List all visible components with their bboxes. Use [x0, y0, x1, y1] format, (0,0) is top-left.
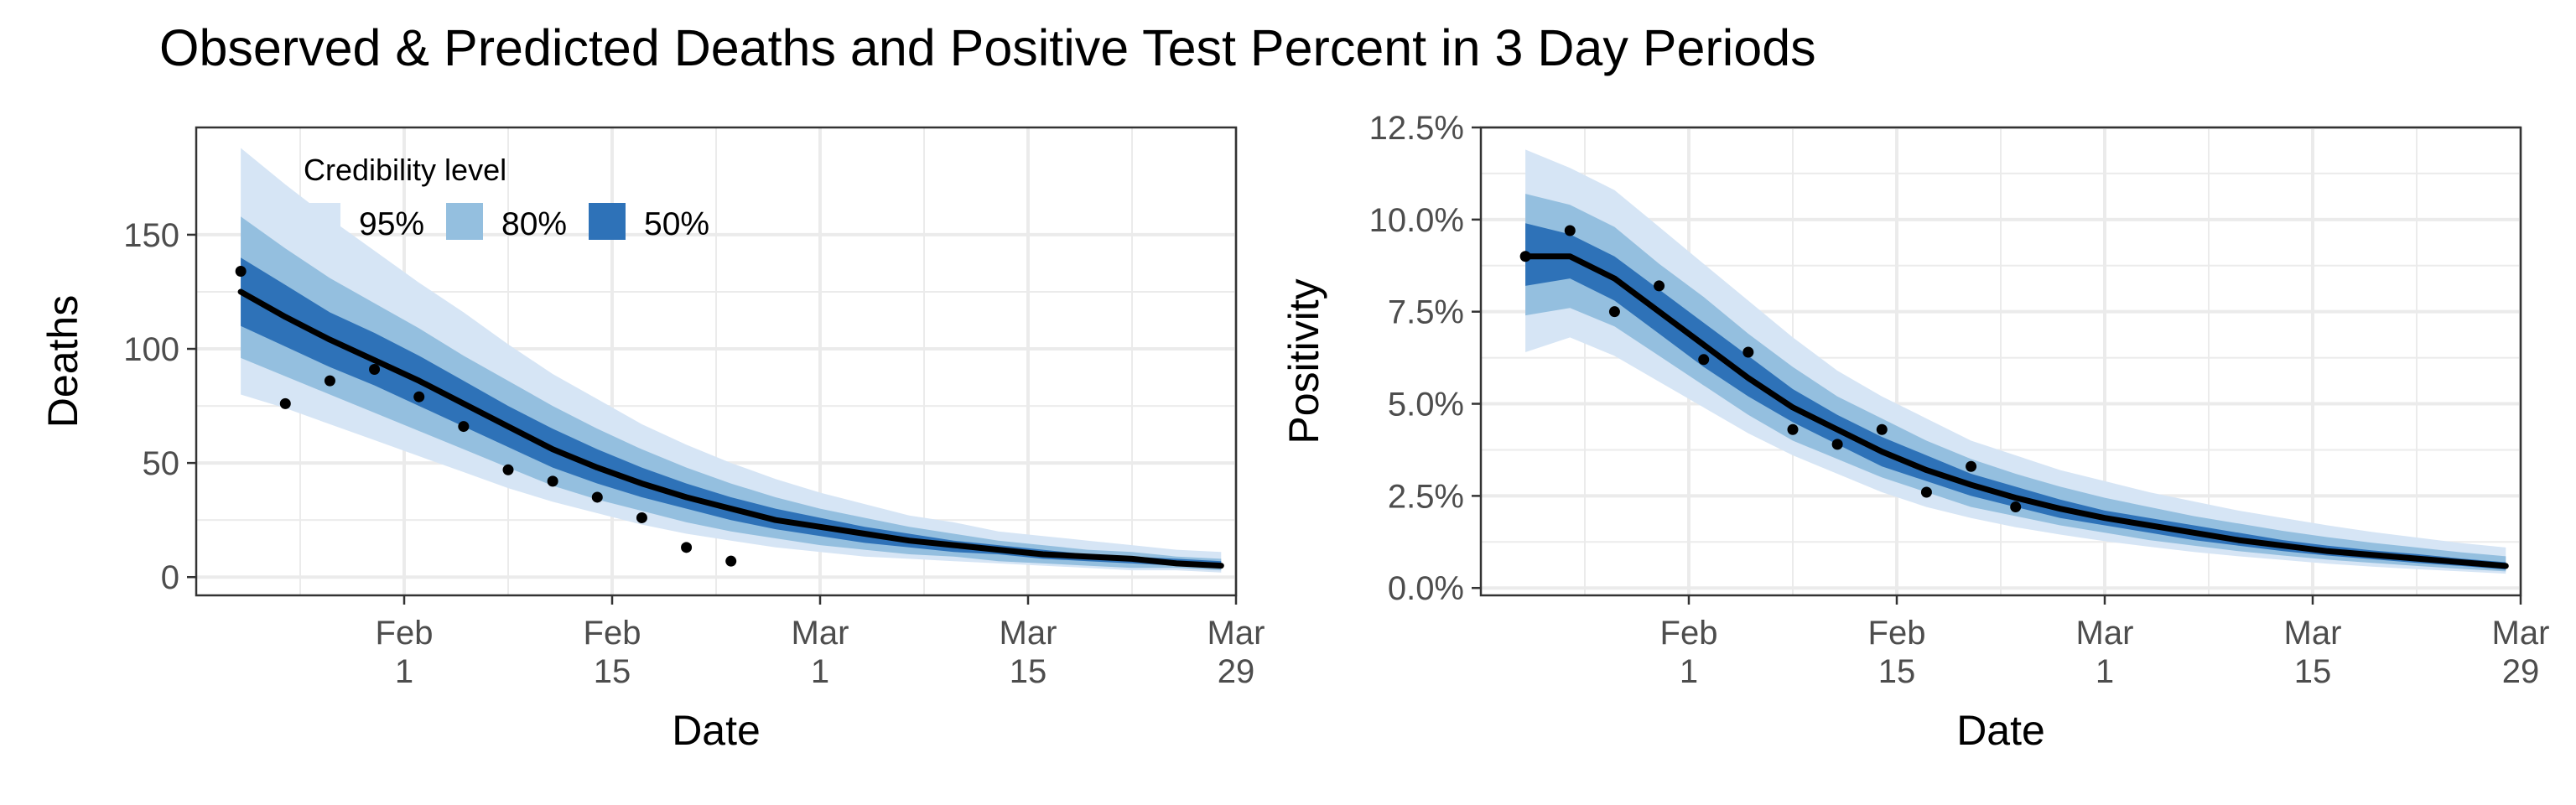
x-tick-label: Mar 1 — [792, 615, 849, 690]
observed-point — [591, 491, 603, 503]
observed-point — [324, 375, 335, 387]
observed-point — [1876, 423, 1888, 435]
x-axis-title: Date — [1956, 707, 2045, 754]
legend-swatch-80 — [446, 203, 483, 240]
x-tick-label: Feb 1 — [376, 615, 434, 690]
y-axis-title: Deaths — [39, 295, 86, 428]
median-line — [1522, 253, 2509, 569]
legend: Credibility level 95% 80% 50% — [304, 153, 709, 242]
observed-point — [1787, 423, 1799, 435]
observed-point — [547, 475, 558, 487]
x-tick-label: Feb 15 — [584, 615, 641, 690]
y-tick-label: 5.0% — [1388, 387, 1464, 423]
panel-border — [195, 126, 1238, 597]
chart-panel-1: 0 50 100 150 Feb 1 Feb 15 Mar 1 Mar 15 Mar 29 Date Deat… — [39, 126, 1265, 754]
y-tick-label: 10.0% — [1369, 202, 1464, 239]
x-tick-label: Feb 15 — [1868, 615, 1926, 690]
panel-border — [1479, 126, 2522, 597]
observed-point — [502, 464, 514, 475]
observed-point — [636, 512, 647, 523]
observed-point — [1608, 306, 1620, 318]
chart-title: Observed & Predicted Deaths and Positive… — [159, 19, 1816, 76]
legend-swatch-50 — [589, 203, 626, 240]
y-axis-title: Positivity — [1280, 278, 1327, 444]
y-tick-label: 2.5% — [1388, 478, 1464, 515]
legend-label: 95% — [359, 206, 424, 242]
observed-point — [1564, 225, 1576, 236]
legend-title: Credibility level — [304, 153, 506, 187]
observed-point — [681, 542, 693, 553]
observed-point — [458, 421, 470, 433]
x-axis-title: Date — [672, 707, 761, 754]
observed-point — [1966, 460, 1977, 472]
observed-point — [1654, 280, 1665, 292]
legend-label: 50% — [644, 206, 709, 242]
observed-point — [1519, 251, 1531, 262]
observed-point — [1698, 354, 1710, 366]
observed-point — [413, 391, 425, 402]
x-tick-label: Feb 1 — [1660, 615, 1718, 690]
observed-point — [1920, 486, 1932, 498]
x-tick-label: Mar 15 — [1000, 615, 1057, 690]
observed-point — [369, 364, 381, 376]
x-tick-label: Mar 29 — [2492, 615, 2550, 690]
legend-label: 80% — [501, 206, 567, 242]
median-line — [237, 288, 1224, 569]
y-tick-label: 0.0% — [1388, 570, 1464, 607]
y-tick-label: 100 — [123, 331, 179, 368]
x-tick-label: Mar 29 — [1208, 615, 1265, 690]
y-tick-label: 50 — [143, 445, 180, 482]
chart-panel-2: 0.0% 2.5% 5.0% 7.5% 10.0% 12.5% Feb 1 Feb 15 Mar 1 M… — [1280, 110, 2549, 754]
observed-point — [235, 265, 247, 277]
x-tick-label: Mar 1 — [2076, 615, 2134, 690]
y-tick-label: 7.5% — [1388, 294, 1464, 331]
observed-point — [1831, 439, 1843, 450]
legend-swatch-95 — [304, 203, 340, 240]
y-tick-label: 150 — [123, 217, 179, 254]
observed-point — [1742, 346, 1754, 358]
y-tick-label: 12.5% — [1369, 110, 1464, 147]
band-95 — [241, 148, 1222, 573]
observed-point — [2010, 501, 2022, 513]
x-tick-label: Mar 15 — [2284, 615, 2342, 690]
y-tick-label: 0 — [161, 559, 179, 596]
observed-point — [279, 397, 291, 409]
observed-point — [725, 555, 737, 567]
